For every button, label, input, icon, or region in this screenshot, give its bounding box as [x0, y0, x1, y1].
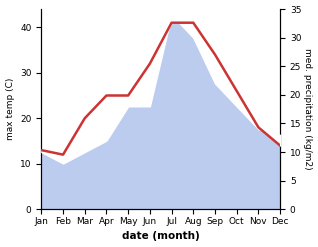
Y-axis label: med. precipitation (kg/m2): med. precipitation (kg/m2) [303, 48, 313, 170]
Y-axis label: max temp (C): max temp (C) [5, 78, 15, 140]
X-axis label: date (month): date (month) [122, 231, 200, 242]
